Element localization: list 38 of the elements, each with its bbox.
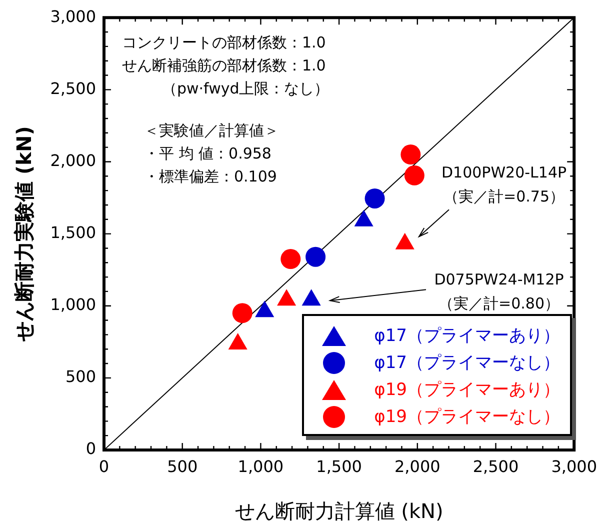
point xyxy=(228,333,248,350)
y-tick-label: 1,000 xyxy=(50,295,96,314)
point xyxy=(277,289,296,306)
point xyxy=(404,165,424,186)
annotation: ・平 均 値：0.958 xyxy=(144,144,272,162)
annotation: せん断補強筋の部材係数：1.0 xyxy=(122,56,326,74)
annotation: ・標準偏差：0.109 xyxy=(144,167,277,186)
legend-label: φ17（プライマーなし） xyxy=(374,352,560,374)
annotation: ＜実験値／計算値＞ xyxy=(144,121,279,140)
y-tick-label: 2,500 xyxy=(50,78,96,98)
y-tick-label: 500 xyxy=(65,367,96,386)
annotation: （実／計=0.75） xyxy=(444,187,564,206)
x-tick-label: 1,000 xyxy=(238,456,284,476)
point xyxy=(400,144,421,165)
y-tick-label: 2,000 xyxy=(50,150,96,170)
point xyxy=(364,188,385,208)
x-tick-label: 3,000 xyxy=(551,456,598,476)
x-axis-title: せん断耐力計算値 (kN) xyxy=(234,499,444,524)
legend-label: φ19（プライマーなし） xyxy=(374,406,560,428)
y-tick-label: 1,500 xyxy=(50,222,96,242)
point xyxy=(255,300,274,318)
y-axis-title: せん断耐力実験値 (kN) xyxy=(12,126,36,342)
point xyxy=(306,246,326,267)
annotation: （実／計=0.80） xyxy=(438,294,560,312)
annotation: D100PW20-L14P xyxy=(441,163,567,182)
y-tick-label: 0 xyxy=(86,439,96,458)
point xyxy=(302,289,321,306)
annotation: （pw·fwyd上限：なし） xyxy=(162,79,330,98)
x-tick-label: 0 xyxy=(98,456,110,476)
legend-label: φ19（プライマーあり） xyxy=(374,379,560,401)
annotation: コンクリートの部材係数：1.0 xyxy=(122,33,326,52)
annotation: D075PW24-M12P xyxy=(434,270,564,288)
x-tick-label: 2,500 xyxy=(472,456,519,476)
x-tick-label: 1,500 xyxy=(316,456,362,476)
x-tick-label: 2,000 xyxy=(394,456,440,476)
y-tick-label: 3,000 xyxy=(50,6,96,26)
legend-label: φ17（プライマーあり） xyxy=(374,325,560,347)
x-tick-label: 500 xyxy=(167,456,198,476)
